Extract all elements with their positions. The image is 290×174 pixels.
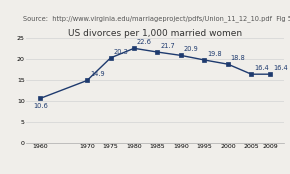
Text: 10.6: 10.6 (33, 103, 48, 109)
Text: 18.8: 18.8 (231, 55, 245, 61)
Text: 20.3: 20.3 (113, 49, 128, 55)
Text: 22.6: 22.6 (137, 39, 152, 45)
Text: 20.9: 20.9 (184, 46, 198, 52)
Text: 19.8: 19.8 (207, 51, 222, 57)
Text: 16.4: 16.4 (254, 65, 269, 71)
Title: US divorces per 1,000 married women: US divorces per 1,000 married women (68, 29, 242, 38)
Text: Source:  http://www.virginia.edu/marriageproject/pdfs/Union_11_12_10.pdf  Fig 5 : Source: http://www.virginia.edu/marriage… (23, 16, 290, 22)
Text: 21.7: 21.7 (160, 43, 175, 49)
Text: 16.4: 16.4 (273, 65, 288, 71)
Text: 14.9: 14.9 (90, 71, 104, 77)
